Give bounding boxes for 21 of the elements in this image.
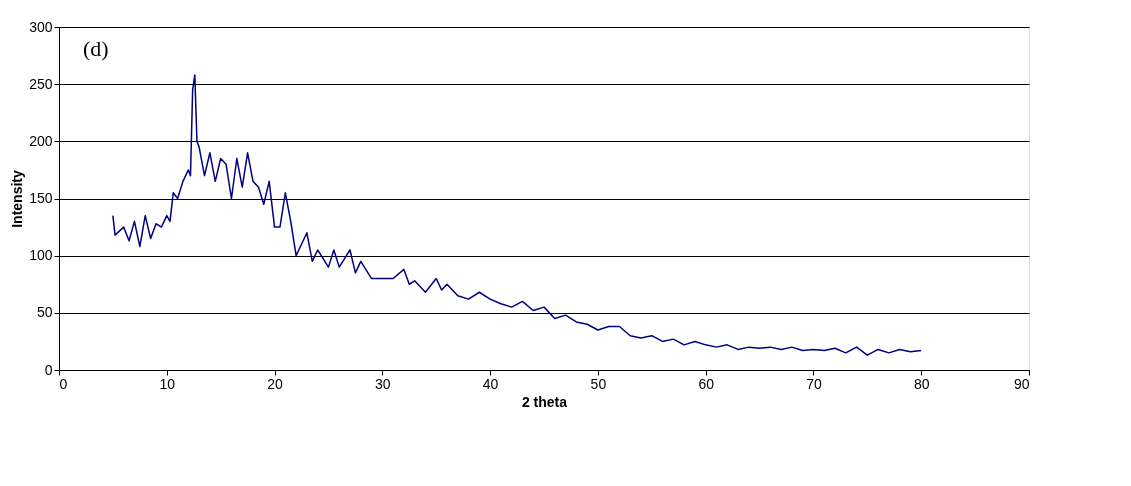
- x-tick-label: 70: [806, 375, 822, 392]
- y-tick-label: 200: [29, 132, 53, 149]
- y-axis-title: Intensity: [9, 170, 26, 228]
- x-tick-label: 10: [159, 375, 176, 392]
- y-tick-label: 300: [29, 18, 53, 35]
- x-axis-title: 2 theta: [521, 393, 568, 410]
- x-tick-label: 60: [698, 375, 715, 392]
- x-tick-label: 30: [375, 375, 391, 392]
- x-tick-label: 80: [913, 375, 930, 392]
- y-tick-label: 50: [36, 304, 53, 321]
- y-tick-label: 150: [29, 190, 53, 206]
- y-tick-label: 100: [29, 247, 53, 264]
- x-tick-label: 20: [267, 375, 284, 392]
- x-tick-label: 50: [590, 375, 607, 392]
- y-tick-label: 250: [29, 75, 53, 92]
- x-tick-label: 40: [482, 375, 499, 392]
- annotation: (d): [83, 36, 109, 61]
- line-series: [112, 74, 922, 356]
- y-tick-label: 0: [44, 361, 53, 378]
- x-tick-label: 0: [59, 375, 68, 392]
- x-tick-label: 90: [1013, 375, 1030, 392]
